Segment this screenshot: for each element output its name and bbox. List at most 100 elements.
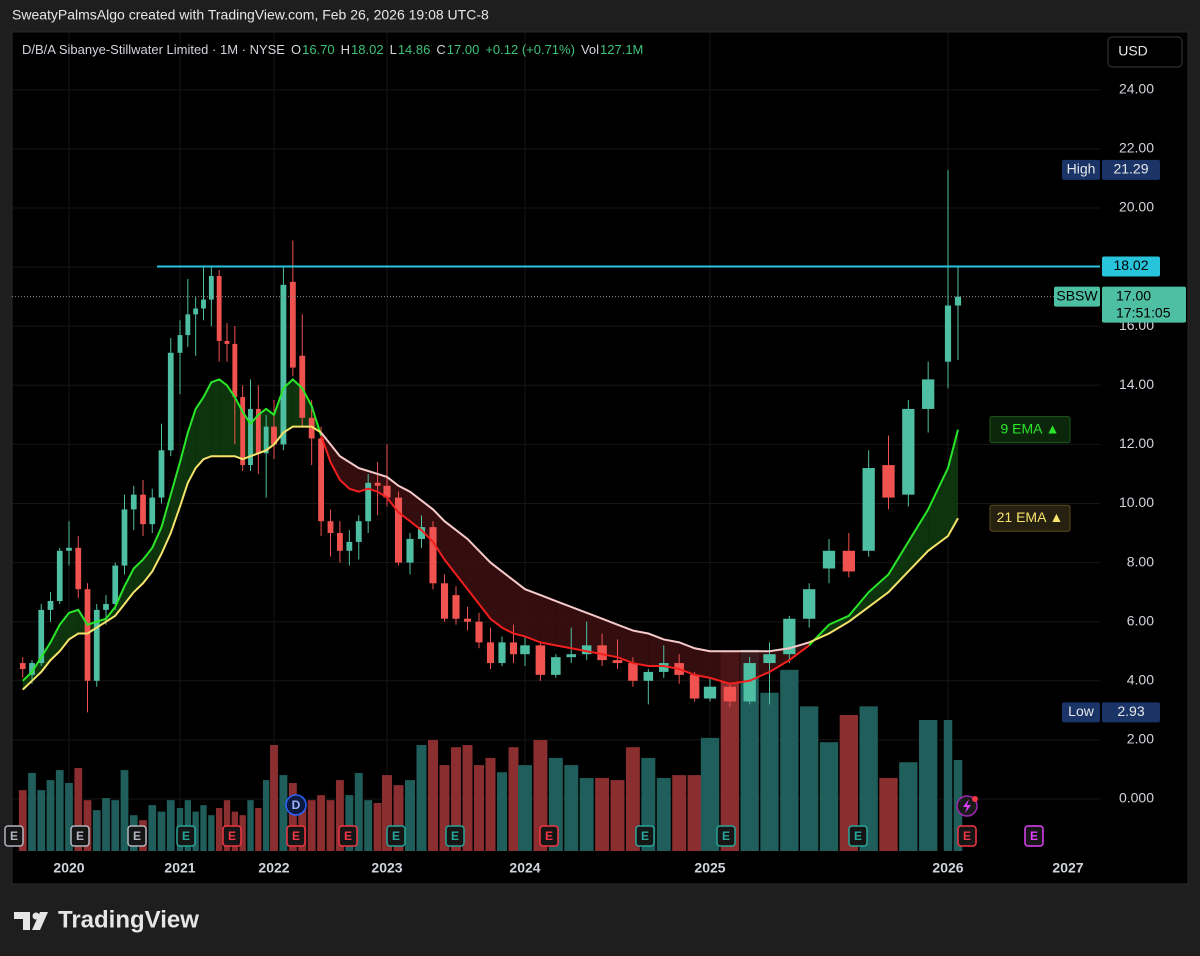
candle-body bbox=[440, 583, 449, 619]
event-badge bbox=[716, 825, 736, 847]
brand-logo: TradingView bbox=[14, 906, 199, 933]
volume-bar bbox=[28, 772, 36, 851]
candle-body bbox=[29, 663, 35, 675]
last-price-label: 17.00 bbox=[1116, 287, 1151, 303]
candle-body bbox=[318, 438, 325, 522]
candle-body bbox=[954, 296, 962, 306]
candle-body bbox=[103, 603, 109, 610]
legend-value: 127.1M bbox=[600, 42, 643, 57]
candle-body bbox=[394, 497, 403, 563]
candle-body bbox=[84, 589, 91, 681]
candle-body bbox=[535, 645, 546, 675]
ema-fill bbox=[868, 574, 889, 607]
ema-fill bbox=[22, 671, 32, 690]
event-label: E bbox=[641, 829, 649, 843]
candle-body bbox=[216, 275, 222, 341]
event-badge bbox=[539, 825, 559, 847]
currency-button-box[interactable] bbox=[1107, 36, 1183, 68]
volume-bar bbox=[497, 772, 507, 851]
volume-bar bbox=[687, 775, 702, 851]
currency-label[interactable]: USD bbox=[1118, 43, 1148, 59]
marker-value-box bbox=[1102, 159, 1160, 180]
volume-bar bbox=[247, 800, 254, 851]
candle-body bbox=[763, 654, 776, 664]
event-label: E bbox=[545, 829, 553, 843]
candle-body bbox=[551, 657, 561, 675]
symbol-box bbox=[1054, 286, 1100, 307]
symbol-legend: D/B/A Sibanye-Stillwater Limited · 1M · … bbox=[22, 42, 643, 57]
volume-bar bbox=[74, 767, 83, 851]
y-tick-label: 0.000 bbox=[1119, 790, 1154, 806]
volume-bar bbox=[474, 765, 484, 851]
candle-body bbox=[383, 485, 391, 498]
volume-bar bbox=[819, 742, 839, 851]
volume-bar bbox=[485, 757, 496, 851]
volume-bar bbox=[65, 782, 73, 851]
x-tick-label: 2023 bbox=[371, 860, 402, 876]
volume-bar bbox=[879, 777, 898, 851]
currency-button[interactable]: USD bbox=[1107, 36, 1183, 68]
candle-body bbox=[452, 595, 460, 619]
ema-fill bbox=[571, 606, 587, 652]
marker-value-box bbox=[1102, 702, 1160, 723]
candle-body bbox=[509, 642, 518, 655]
legend-key: L bbox=[390, 42, 397, 57]
volume-bar bbox=[148, 805, 157, 851]
ema-fill bbox=[928, 468, 948, 551]
volume-bar bbox=[270, 745, 278, 851]
ema-line bbox=[808, 429, 959, 647]
volume-bar bbox=[279, 775, 288, 851]
candle-body bbox=[612, 660, 623, 664]
ema-fill bbox=[195, 397, 204, 469]
x-tick-label: 2027 bbox=[1052, 860, 1083, 876]
marker-name-box bbox=[1062, 702, 1100, 723]
candle-body bbox=[689, 674, 700, 699]
ema-fill bbox=[203, 382, 212, 460]
marker-value: 21.29 bbox=[1113, 161, 1148, 177]
ema-label: 9 EMA ▲ bbox=[1001, 420, 1060, 436]
volume-bar bbox=[345, 795, 354, 851]
last-price-box bbox=[1102, 286, 1186, 323]
volume-bar bbox=[416, 745, 427, 851]
event-badge bbox=[286, 825, 306, 847]
symbol-label: SBSW bbox=[1056, 287, 1098, 303]
candle-layer bbox=[19, 169, 962, 713]
ema-fill bbox=[555, 601, 572, 649]
ema-fill bbox=[161, 494, 171, 554]
volume-bar bbox=[364, 800, 373, 851]
candle-body bbox=[299, 355, 306, 418]
volume-bar bbox=[37, 790, 46, 851]
x-tick-label: 2022 bbox=[258, 860, 289, 876]
candle-body bbox=[308, 417, 315, 439]
y-tick-label: 6.00 bbox=[1127, 612, 1154, 628]
volume-bar bbox=[317, 795, 326, 851]
countdown-label: 17:51:05 bbox=[1116, 304, 1171, 320]
candle-body bbox=[193, 308, 199, 315]
candle-body bbox=[130, 494, 137, 510]
y-tick-label: 12.00 bbox=[1119, 435, 1154, 451]
candle-body bbox=[177, 335, 183, 353]
candle-body bbox=[902, 408, 915, 495]
legend-key: O bbox=[291, 42, 301, 57]
volume-bar bbox=[462, 745, 473, 851]
marker-name: Low bbox=[1068, 703, 1095, 719]
event-label: E bbox=[10, 829, 18, 843]
candle-body bbox=[520, 645, 530, 655]
candle-body bbox=[255, 408, 261, 454]
y-tick-label: 10.00 bbox=[1119, 494, 1154, 510]
ema-fill bbox=[632, 630, 649, 667]
event-label: E bbox=[76, 829, 84, 843]
candle-body bbox=[703, 686, 717, 699]
legend-value: 17.00 bbox=[447, 42, 480, 57]
ema-fill bbox=[456, 530, 468, 590]
event-label: E bbox=[722, 829, 730, 843]
event-label: E bbox=[182, 829, 190, 843]
volume-bar bbox=[780, 669, 799, 851]
ema-fill bbox=[617, 624, 633, 664]
candle-body bbox=[56, 550, 63, 602]
ema-fill bbox=[479, 550, 491, 619]
ema-line bbox=[22, 425, 322, 691]
ema-fill bbox=[410, 491, 422, 531]
